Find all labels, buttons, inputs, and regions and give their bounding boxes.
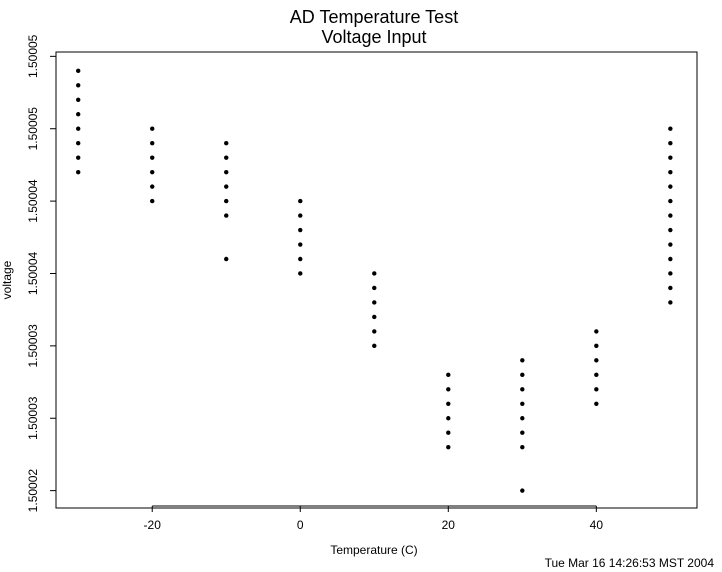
point — [520, 488, 525, 493]
footer-timestamp: Tue Mar 16 14:26:53 MST 2004 — [545, 556, 715, 570]
point — [446, 372, 451, 378]
point — [668, 285, 673, 291]
point — [372, 285, 377, 291]
point — [372, 329, 377, 334]
point — [520, 416, 525, 421]
chart-subtitle: Voltage Input — [321, 27, 426, 47]
point — [594, 358, 599, 363]
x-axis-label: Temperature (C) — [330, 543, 417, 557]
point — [594, 387, 599, 392]
point — [520, 430, 525, 435]
point — [76, 155, 81, 160]
point — [224, 155, 229, 160]
plot-frame — [55, 51, 698, 509]
x-tick-label: 0 — [297, 518, 304, 532]
point — [298, 256, 303, 262]
point — [520, 387, 525, 392]
point — [446, 430, 451, 435]
y-tick-label: 1.50003 — [26, 396, 40, 440]
point — [668, 242, 673, 247]
point — [76, 83, 81, 88]
point — [150, 198, 155, 204]
y-axis-label: voltage — [0, 260, 14, 299]
point — [372, 271, 377, 276]
point — [372, 343, 377, 349]
point — [668, 126, 673, 131]
point — [150, 141, 155, 146]
point — [76, 126, 81, 131]
point — [224, 198, 229, 204]
point — [668, 300, 673, 305]
point — [298, 271, 303, 276]
point — [224, 141, 229, 146]
x-tick-label: -20 — [144, 518, 162, 532]
point — [298, 198, 303, 204]
point — [224, 169, 229, 175]
point — [520, 372, 525, 378]
point — [594, 343, 599, 349]
point — [298, 242, 303, 247]
y-tick-label: 1.50004 — [26, 179, 40, 223]
point — [372, 300, 377, 305]
point — [150, 155, 155, 160]
point — [520, 401, 525, 406]
point — [594, 372, 599, 378]
point — [446, 387, 451, 392]
point — [668, 271, 673, 276]
point — [446, 416, 451, 421]
point — [372, 314, 377, 320]
y-tick-label: 1.50003 — [26, 324, 40, 368]
point — [150, 169, 155, 175]
point — [224, 256, 229, 262]
x-tick-label: 40 — [590, 518, 604, 532]
point — [76, 169, 81, 175]
point — [668, 198, 673, 204]
point — [76, 112, 81, 117]
point — [76, 141, 81, 146]
y-tick-label: 1.50005 — [26, 34, 40, 78]
point — [224, 184, 229, 189]
point — [150, 126, 155, 131]
point — [668, 141, 673, 146]
point — [446, 445, 451, 450]
y-tick-label: 1.50005 — [26, 107, 40, 151]
x-tick-label: 20 — [442, 518, 456, 532]
point — [76, 68, 81, 74]
point — [298, 213, 303, 218]
y-tick-label: 1.50002 — [26, 469, 40, 513]
point — [520, 445, 525, 450]
point — [668, 184, 673, 189]
point — [668, 155, 673, 160]
point — [668, 169, 673, 175]
point — [76, 97, 81, 102]
point — [668, 227, 673, 233]
point — [150, 184, 155, 189]
point — [594, 329, 599, 334]
point — [446, 401, 451, 406]
chart-title: AD Temperature Test — [290, 7, 458, 27]
point — [520, 358, 525, 363]
y-tick-label: 1.50004 — [26, 251, 40, 295]
point — [668, 213, 673, 218]
point — [594, 401, 599, 406]
point — [298, 227, 303, 233]
point — [668, 256, 673, 262]
point — [224, 213, 229, 218]
